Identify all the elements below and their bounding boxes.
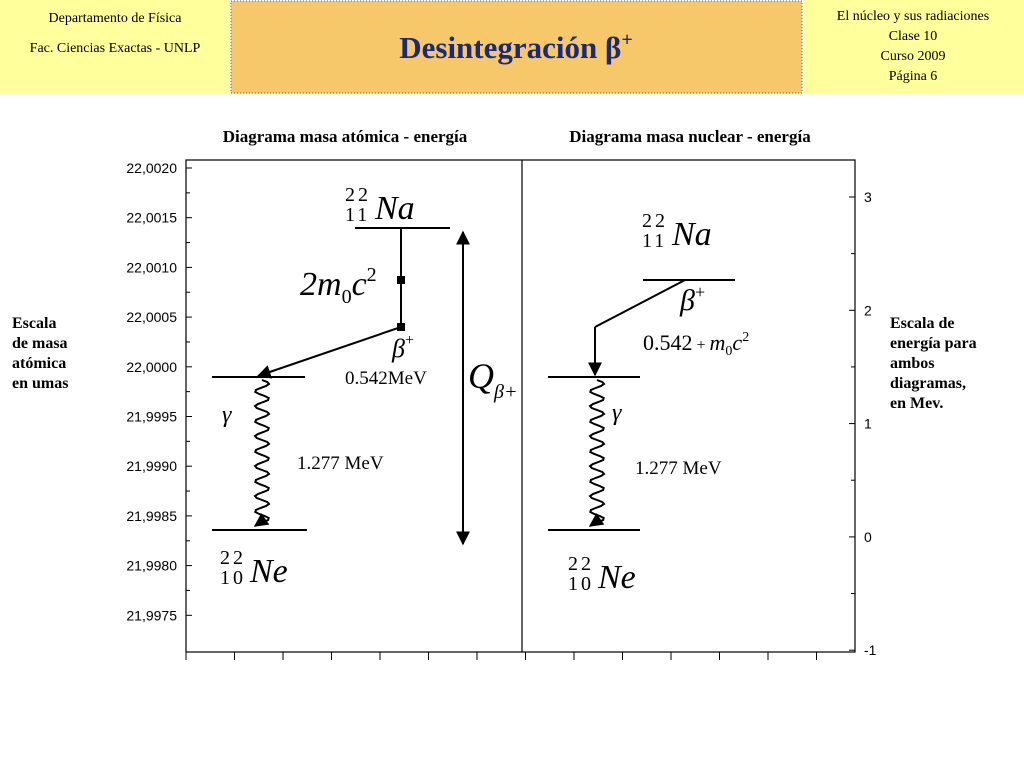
gamma-wave [253, 379, 271, 527]
gamma: γ [222, 402, 232, 428]
t: 0 [725, 344, 732, 359]
y-tick-label: 21,9980 [126, 558, 177, 574]
scale-label: diagramas, [890, 375, 966, 392]
title: Desintegración β+ [399, 29, 633, 65]
mass-number: 22 [345, 184, 371, 206]
y-tick-label: 21,9975 [126, 607, 177, 623]
symbol: Na [374, 190, 415, 227]
energy-label: 0.542MeV [345, 368, 427, 389]
y-tick-label: 22,0020 [126, 160, 177, 176]
t: 2m [300, 266, 342, 303]
scale-label: ambos [890, 355, 934, 372]
header-text: Curso 2009 [881, 49, 946, 64]
t: + [405, 332, 414, 349]
mass-number: 22 [642, 210, 668, 232]
y2-tick-label: 2 [864, 302, 872, 318]
y2-tick-label: -1 [864, 642, 877, 658]
y2-tick-label: 0 [864, 529, 872, 545]
y-tick-label: 21,9985 [126, 508, 177, 524]
header-text: Fac. Ciencias Exactas - UNLP [30, 41, 201, 56]
t: Q [468, 356, 494, 396]
t: β [391, 334, 405, 363]
scale-label: atómica [12, 355, 66, 372]
header-text: Departamento de Física [49, 11, 183, 26]
scale-label: en Mev. [890, 395, 943, 412]
beta: β+ [679, 282, 705, 317]
t: β+ [493, 381, 517, 403]
header-text: Página 6 [889, 69, 938, 84]
gamma-wave [588, 379, 606, 527]
mass-number: 22 [568, 553, 594, 575]
scale-label: Escala [12, 315, 56, 332]
y2-tick-label: 3 [864, 189, 872, 205]
title-text: Desintegración β [399, 30, 621, 65]
mass-number: 22 [220, 547, 246, 569]
t: 2 [367, 264, 377, 286]
scale-label: en umas [12, 375, 68, 392]
scale-label: Escala de [890, 315, 954, 332]
y-tick-label: 21,9990 [126, 458, 177, 474]
marker [397, 276, 405, 284]
t: c [732, 330, 742, 355]
symbol: Na [671, 216, 712, 253]
header-title-box [230, 0, 803, 94]
y-tick-label: 22,0010 [126, 259, 177, 275]
t: β [679, 284, 695, 317]
energy-label: 1.277 MeV [297, 453, 384, 474]
energy-label: 1.277 MeV [635, 458, 722, 479]
atomic-number: 11 [642, 230, 667, 252]
title-sup: + [621, 29, 632, 51]
t: 0 [342, 286, 352, 308]
t: m [710, 330, 726, 355]
transition [594, 279, 686, 328]
t: 0.542 [643, 330, 693, 355]
t: c [352, 266, 367, 303]
energy-label: 0.542 + m0c2 [643, 330, 749, 359]
header-right-box [803, 0, 1024, 93]
atomic-number: 11 [345, 204, 370, 226]
header-text: El núcleo y sus radiaciones [837, 9, 989, 24]
y2-tick-label: 1 [864, 416, 872, 432]
t: + [695, 282, 705, 302]
t: + [697, 337, 706, 354]
gamma: γ [612, 400, 622, 426]
subtitle: Diagrama masa atómica - energía [223, 127, 468, 146]
plot-frame [185, 159, 856, 653]
y-tick-label: 22,0015 [126, 210, 177, 226]
beta: β+ [391, 332, 414, 363]
symbol: Ne [249, 553, 288, 590]
beta-arrow [256, 326, 402, 379]
symbol: Ne [597, 559, 636, 596]
mass-term: 2m0c2 [300, 264, 377, 308]
y-tick-label: 22,0000 [126, 359, 177, 375]
atomic-number: 10 [220, 567, 246, 589]
header-text: Clase 10 [889, 29, 938, 44]
atomic-number: 10 [568, 573, 594, 595]
scale-label: energía para [890, 335, 977, 352]
header-left-box [0, 0, 230, 93]
subtitle: Diagrama masa nuclear - energía [569, 127, 811, 146]
y-tick-label: 22,0005 [126, 309, 177, 325]
q-label: Qβ+ [468, 356, 517, 403]
y-tick-label: 21,9995 [126, 409, 177, 425]
scale-label: de masa [12, 335, 68, 352]
t: 2 [742, 330, 749, 345]
